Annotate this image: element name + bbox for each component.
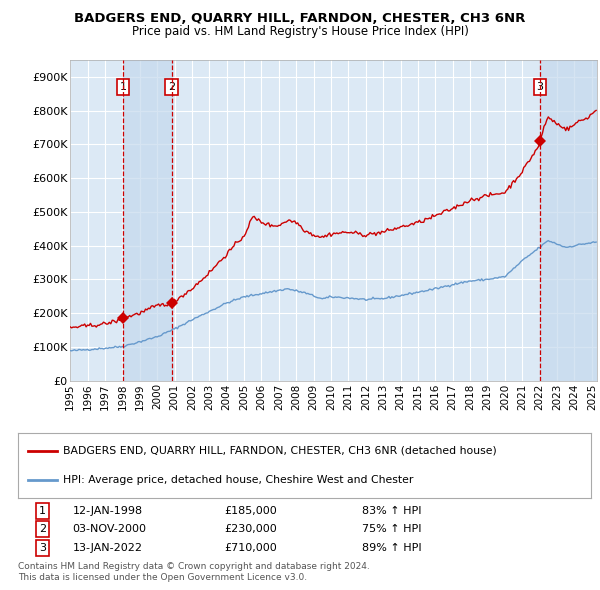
Text: 2: 2 bbox=[168, 82, 175, 92]
Text: Price paid vs. HM Land Registry's House Price Index (HPI): Price paid vs. HM Land Registry's House … bbox=[131, 25, 469, 38]
Text: 1: 1 bbox=[39, 506, 46, 516]
Text: 03-NOV-2000: 03-NOV-2000 bbox=[73, 525, 146, 534]
Text: 89% ↑ HPI: 89% ↑ HPI bbox=[362, 543, 421, 553]
Text: Contains HM Land Registry data © Crown copyright and database right 2024.: Contains HM Land Registry data © Crown c… bbox=[18, 562, 370, 571]
Text: 13-JAN-2022: 13-JAN-2022 bbox=[73, 543, 142, 553]
Bar bbox=[540, 60, 597, 381]
Text: 2: 2 bbox=[39, 525, 46, 534]
Text: 75% ↑ HPI: 75% ↑ HPI bbox=[362, 525, 421, 534]
Text: 3: 3 bbox=[39, 543, 46, 553]
Text: BADGERS END, QUARRY HILL, FARNDON, CHESTER, CH3 6NR: BADGERS END, QUARRY HILL, FARNDON, CHEST… bbox=[74, 12, 526, 25]
Text: 12-JAN-1998: 12-JAN-1998 bbox=[73, 506, 143, 516]
Text: 83% ↑ HPI: 83% ↑ HPI bbox=[362, 506, 421, 516]
Bar bbox=[123, 60, 172, 381]
Text: BADGERS END, QUARRY HILL, FARNDON, CHESTER, CH3 6NR (detached house): BADGERS END, QUARRY HILL, FARNDON, CHEST… bbox=[62, 445, 496, 455]
Text: 3: 3 bbox=[536, 82, 544, 92]
Text: £230,000: £230,000 bbox=[224, 525, 277, 534]
Text: HPI: Average price, detached house, Cheshire West and Chester: HPI: Average price, detached house, Ches… bbox=[62, 476, 413, 486]
Text: £185,000: £185,000 bbox=[224, 506, 277, 516]
Text: £710,000: £710,000 bbox=[224, 543, 277, 553]
Text: 1: 1 bbox=[119, 82, 127, 92]
Text: This data is licensed under the Open Government Licence v3.0.: This data is licensed under the Open Gov… bbox=[18, 573, 307, 582]
